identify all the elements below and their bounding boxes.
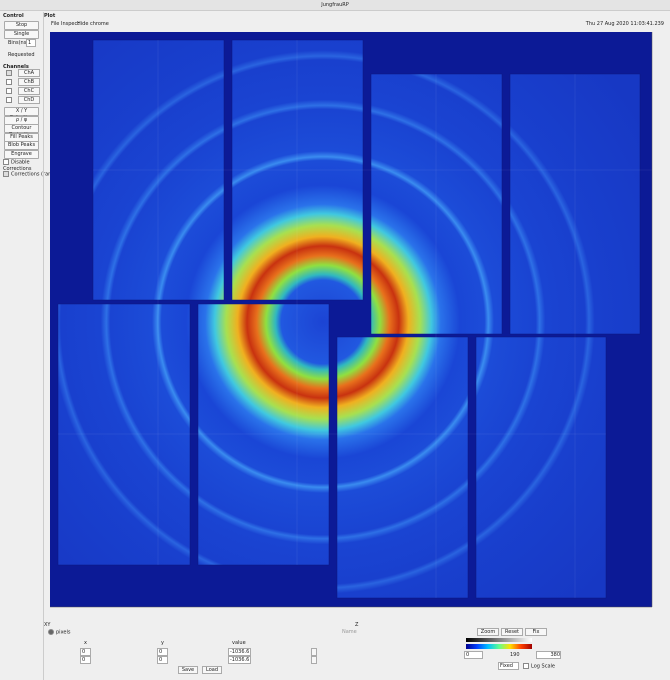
header-x: x — [84, 640, 87, 646]
disable-corrections[interactable]: Disable Corrections — [3, 159, 41, 172]
log-scale[interactable]: Log Scale — [523, 663, 555, 670]
channels-title: Channels — [3, 64, 29, 70]
xy-label: XY — [44, 622, 51, 628]
tool-button[interactable]: Blob Peaks — [4, 141, 39, 150]
channel-row: ChD — [6, 96, 40, 104]
pixels-radio[interactable]: pixels — [48, 629, 70, 636]
control-title: Control — [3, 13, 24, 19]
channel-button[interactable]: ChD — [18, 96, 40, 104]
log-label: Log Scale — [531, 663, 555, 670]
menu-file[interactable]: File — [51, 21, 60, 27]
stop-button[interactable]: Stop — [4, 21, 39, 30]
radio-label: pixels — [56, 629, 71, 636]
channel-row: ChA — [6, 69, 40, 77]
scale-max[interactable]: 380 — [536, 651, 561, 659]
menu-hide-chrome[interactable]: Hide chrome — [77, 21, 109, 27]
mode-select[interactable]: Fixed — [498, 662, 519, 670]
bins-label: Bins(ns) — [8, 40, 29, 46]
corrections-rank[interactable]: Corrections (rank) — [3, 171, 56, 178]
scale-mid: 190 — [510, 652, 520, 658]
timestamp: Thu 27 Aug 2020 11:03:41.239 — [585, 21, 664, 27]
single-button[interactable]: Single — [4, 30, 39, 39]
channel-checkbox[interactable] — [6, 97, 12, 103]
channel-checkbox[interactable] — [6, 79, 12, 85]
channel-button[interactable]: ChA — [18, 69, 40, 77]
spin-button[interactable] — [311, 656, 317, 664]
channel-row: ChC — [6, 87, 40, 95]
tool-button[interactable]: Contour Projection — [4, 124, 39, 138]
tool-button[interactable]: Engrave — [4, 149, 39, 159]
color-bar — [466, 644, 532, 649]
header-value: value — [232, 640, 246, 646]
gray-bar — [466, 638, 532, 642]
y-input[interactable]: 0 — [157, 648, 168, 656]
channel-checkbox[interactable] — [6, 88, 12, 94]
header-y: y — [161, 640, 164, 646]
value-input[interactable]: -1036.6 — [228, 656, 251, 664]
load-button[interactable]: Load — [202, 666, 222, 674]
spin-button[interactable] — [311, 648, 317, 656]
bins-input[interactable]: 1 — [26, 39, 36, 47]
y-input[interactable]: 0 — [157, 656, 168, 664]
divider — [43, 12, 44, 680]
fix-button[interactable]: Fix — [525, 628, 547, 636]
requested-label: Requested — [8, 52, 35, 58]
reset-button[interactable]: Reset — [501, 628, 523, 636]
option-label: Corrections (rank) — [11, 171, 57, 178]
name-label: Name — [342, 629, 357, 635]
menu-inspect[interactable]: Inspect — [61, 21, 80, 27]
detector-image — [50, 32, 653, 608]
window-title: JungfrauRP — [321, 2, 349, 8]
title-bar: JungfrauRP — [0, 0, 670, 11]
plot-title: Plot — [44, 13, 56, 19]
channel-button[interactable]: ChB — [18, 78, 40, 86]
channel-row: ChB — [6, 78, 40, 86]
value-input[interactable]: -1036.6 — [228, 648, 251, 656]
zoom-button[interactable]: Zoom — [477, 628, 499, 636]
channel-checkbox[interactable] — [6, 70, 12, 76]
scale-min[interactable]: 0 — [464, 651, 483, 659]
option-label: Disable Corrections — [3, 159, 32, 172]
x-input[interactable]: 0 — [80, 656, 91, 664]
channel-button[interactable]: ChC — [18, 87, 40, 95]
x-input[interactable]: 0 — [80, 648, 91, 656]
tool-button[interactable]: X / Y Selection — [4, 107, 39, 121]
save-button[interactable]: Save — [178, 666, 198, 674]
z-label: Z — [355, 622, 359, 628]
